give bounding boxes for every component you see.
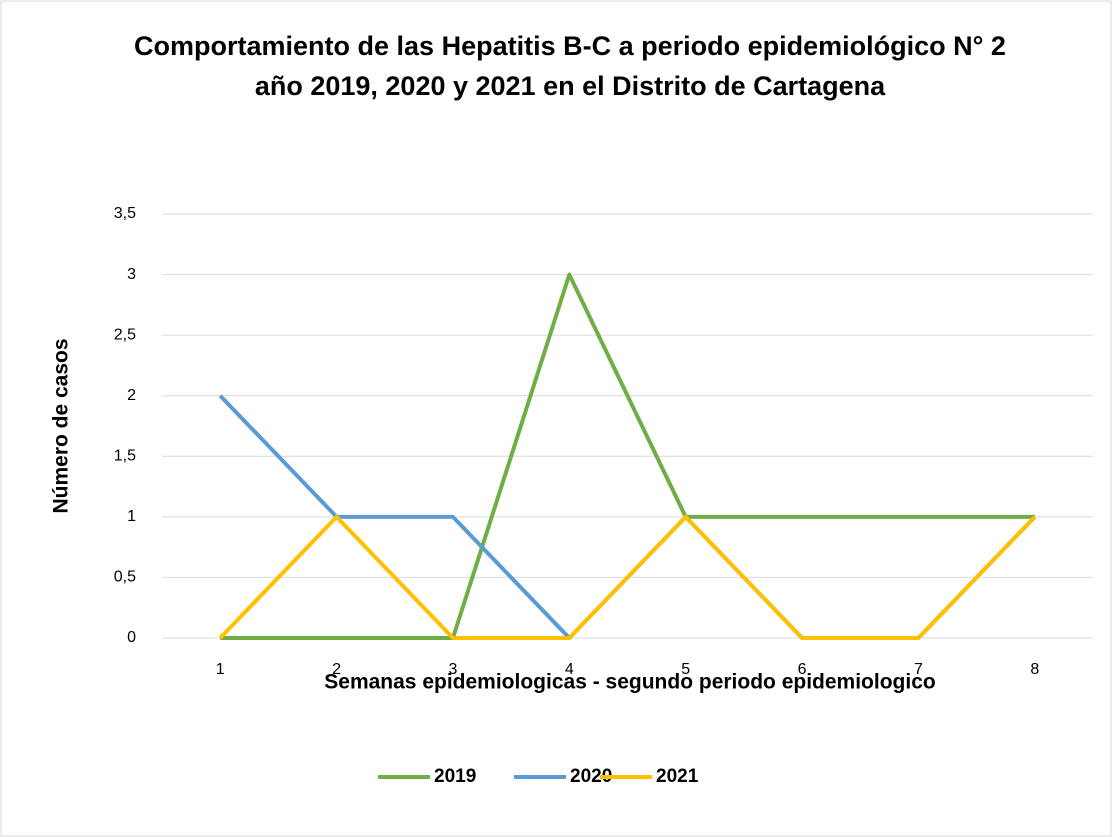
series-line xyxy=(220,272,1035,640)
y-axis-label: Número de casos xyxy=(50,338,73,513)
x-tick-label: 6 xyxy=(798,661,807,678)
y-tick-label: 0 xyxy=(127,629,136,646)
y-tick-label: 3,5 xyxy=(114,205,136,222)
y-tick-label: 2,5 xyxy=(114,326,136,343)
x-tick-label: 8 xyxy=(1030,661,1039,678)
x-tick-label: 7 xyxy=(914,661,923,678)
legend-label: 2020 xyxy=(570,766,612,787)
y-tick-label: 0,5 xyxy=(114,569,136,586)
legend-label: 2021 xyxy=(656,766,699,787)
legend-label: 2019 xyxy=(434,766,476,787)
x-tick-label: 4 xyxy=(565,661,574,678)
x-tick-label: 5 xyxy=(681,661,690,678)
y-tick-label: 3 xyxy=(127,266,136,283)
chart-title: Comportamiento de las Hepatitis B-C a pe… xyxy=(134,31,1006,101)
y-tick-label: 1,5 xyxy=(114,448,136,465)
x-axis-label: Semanas epidemiologicas - segundo period… xyxy=(324,671,935,694)
y-tick-label: 2 xyxy=(127,387,136,404)
x-tick-label: 3 xyxy=(448,661,457,678)
y-tick-label: 1 xyxy=(127,508,136,525)
x-tick-label: 2 xyxy=(332,661,341,678)
series-line xyxy=(218,514,1037,640)
x-tick-label: 1 xyxy=(216,661,225,678)
